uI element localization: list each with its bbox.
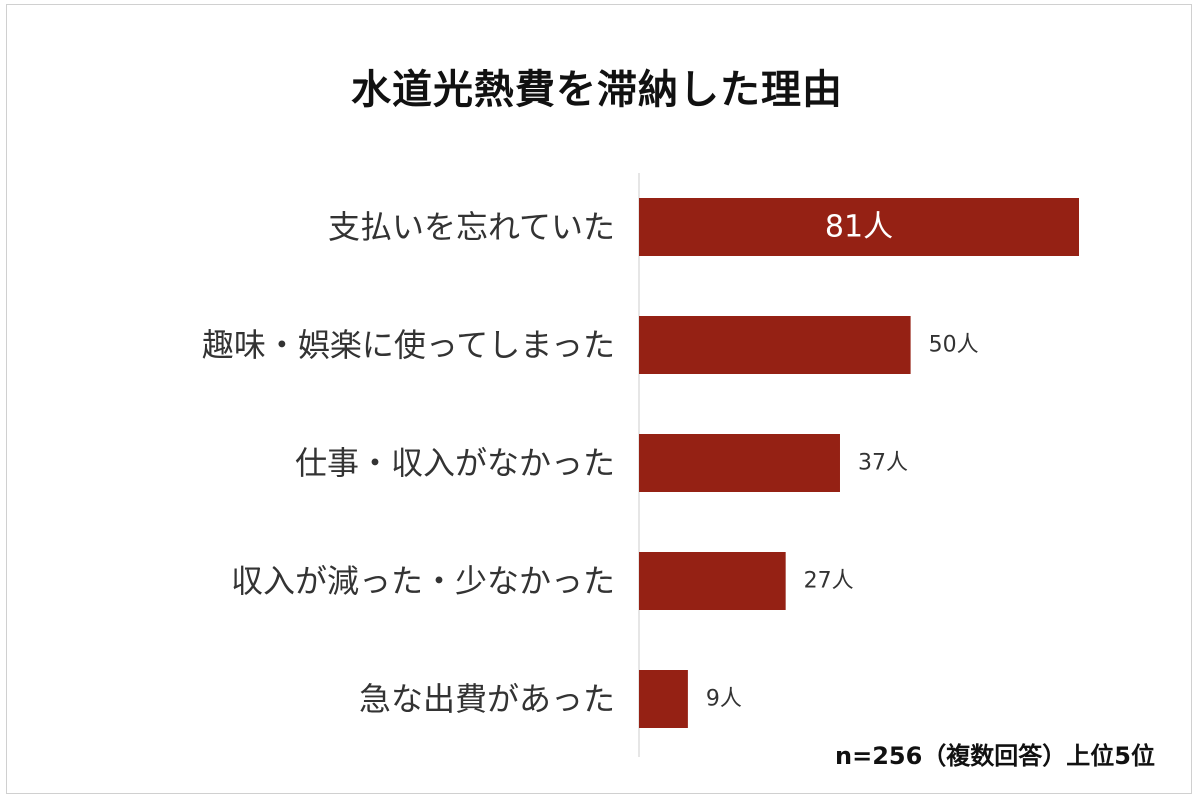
category-label-3: 仕事・収入がなかった — [295, 444, 615, 482]
bar-1 — [639, 198, 1079, 256]
chart-title: 水道光熱費を滞納した理由 — [351, 67, 843, 113]
bar-2 — [639, 316, 911, 374]
chart-frame: 水道光熱費を滞納した理由 支払いを忘れていた 81人趣味・娯楽に使ってしまった 50… — [6, 4, 1192, 794]
value-label-4: 27人 — [804, 569, 854, 594]
value-label-5: 9人 — [706, 687, 742, 712]
bar-4 — [639, 552, 786, 610]
category-label-5: 急な出費があった — [359, 680, 615, 718]
category-label-1: 支払いを忘れていた — [328, 208, 615, 246]
value-label-2: 50人 — [929, 333, 979, 358]
category-label-2: 趣味・娯楽に使ってしまった — [202, 326, 615, 364]
bar-3 — [639, 434, 840, 492]
value-label-3: 37人 — [858, 451, 908, 476]
category-label-4: 収入が減った・少なかった — [231, 562, 615, 600]
bar-5 — [639, 670, 688, 728]
value-label-1: 81人 — [825, 210, 893, 245]
sample-note: n=256（複数回答）上位5位 — [835, 742, 1155, 770]
